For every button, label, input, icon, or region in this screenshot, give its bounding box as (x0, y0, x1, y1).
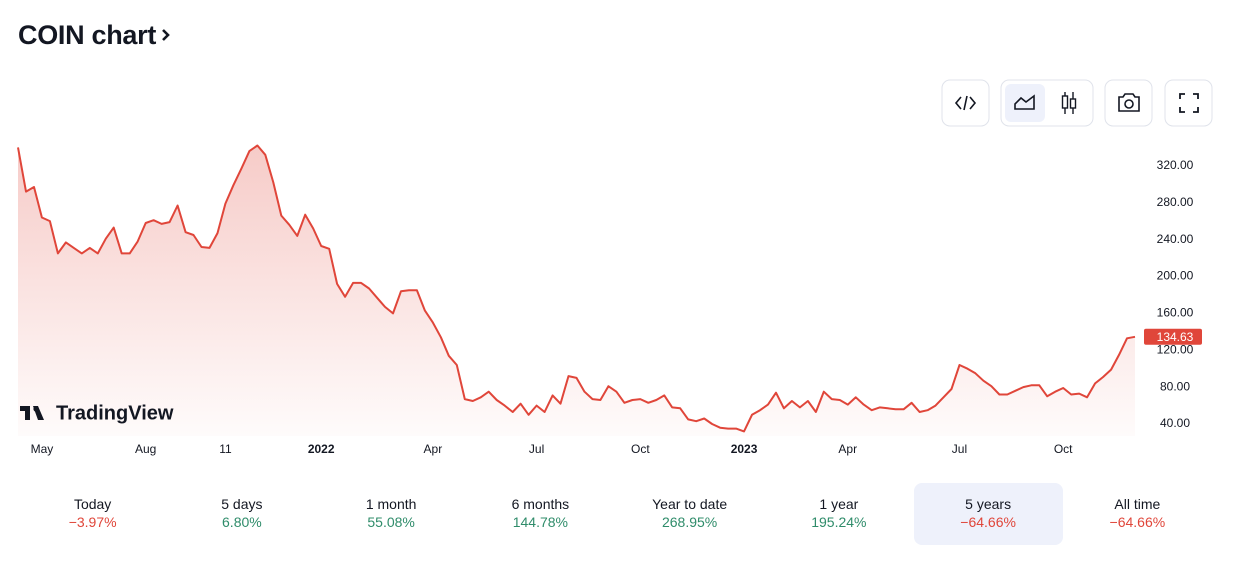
x-tick-label: Oct (1054, 442, 1073, 456)
y-tick-label: 240.00 (1157, 232, 1194, 246)
brand-name: TradingView (56, 402, 174, 424)
x-tick-label: 2022 (308, 442, 335, 456)
period-label: 5 years (965, 496, 1012, 512)
period-change: 144.78% (512, 514, 569, 530)
toolbar (941, 79, 1213, 127)
last-price-badge (1144, 328, 1202, 345)
period-label: 6 months (511, 496, 570, 512)
period-tab[interactable]: 1 year 195.24% (764, 483, 913, 545)
x-tick-label: Apr (838, 442, 857, 456)
period-tab[interactable]: All time −64.66% (1063, 483, 1212, 545)
x-tick-label: Jul (529, 442, 544, 456)
chart-style-group (1000, 79, 1094, 127)
y-tick-label: 320.00 (1157, 158, 1194, 172)
y-tick-label: 80.00 (1160, 379, 1190, 393)
area-style-button[interactable] (1005, 84, 1045, 122)
period-tabs: Today −3.97% 5 days 6.80% 1 month 55.08% 6 mon… (18, 483, 1212, 545)
period-label: 1 month (365, 496, 417, 512)
period-label: 5 days (221, 496, 263, 512)
period-label: Today (73, 496, 112, 512)
embed-button[interactable] (941, 79, 990, 127)
price-line (17, 144, 1136, 433)
last-price-label: 134.63 (1157, 330, 1194, 344)
x-tick-label: Oct (631, 442, 650, 456)
period-tab[interactable]: 1 month 55.08% (317, 483, 466, 545)
area-fill (18, 145, 1135, 436)
period-change: −3.97% (68, 514, 117, 530)
x-tick-label: 2023 (731, 442, 758, 456)
y-tick-label: 280.00 (1157, 195, 1194, 209)
y-tick-label: 160.00 (1157, 306, 1194, 320)
period-tab[interactable]: 6 months 144.78% (466, 483, 615, 545)
x-tick-label: May (31, 442, 54, 456)
tradingview-logo[interactable]: TradingView (20, 402, 174, 424)
candle-style-button[interactable] (1061, 92, 1077, 114)
y-tick-label: 200.00 (1157, 269, 1194, 283)
period-change: 195.24% (811, 514, 867, 530)
x-tick-label: 11 (219, 442, 232, 456)
period-tab[interactable]: Year to date 268.95% (615, 483, 764, 545)
period-label: All time (1114, 496, 1161, 512)
title: COIN chart (18, 20, 157, 50)
period-label: 1 year (819, 496, 859, 512)
chevron-icon (162, 29, 170, 41)
x-tick-label: Jul (952, 442, 967, 456)
period-change: 268.95% (661, 514, 718, 530)
period-tab[interactable]: Today −3.97% (18, 483, 167, 545)
y-tick-label: 120.00 (1157, 342, 1194, 356)
period-change: −64.66% (1109, 514, 1166, 530)
chart: 40.00 80.00 120.00 160.00 200.00 240.00 280.00… (17, 79, 1213, 456)
x-tick-label: Apr (424, 442, 443, 456)
x-tick-label: Aug (135, 442, 156, 456)
period-change: 55.08% (367, 514, 415, 530)
y-tick-label: 40.00 (1160, 416, 1190, 430)
period-change: −64.66% (960, 514, 1016, 530)
snapshot-button[interactable] (1104, 79, 1153, 127)
period-label: Year to date (652, 496, 728, 512)
period-change: 6.80% (222, 514, 262, 530)
chart-title-link[interactable]: COIN chart (18, 20, 173, 51)
period-tab[interactable]: 5 days 6.80% (167, 483, 316, 545)
fullscreen-button[interactable] (1164, 79, 1213, 127)
period-tab[interactable]: 5 years −64.66% (913, 483, 1063, 545)
